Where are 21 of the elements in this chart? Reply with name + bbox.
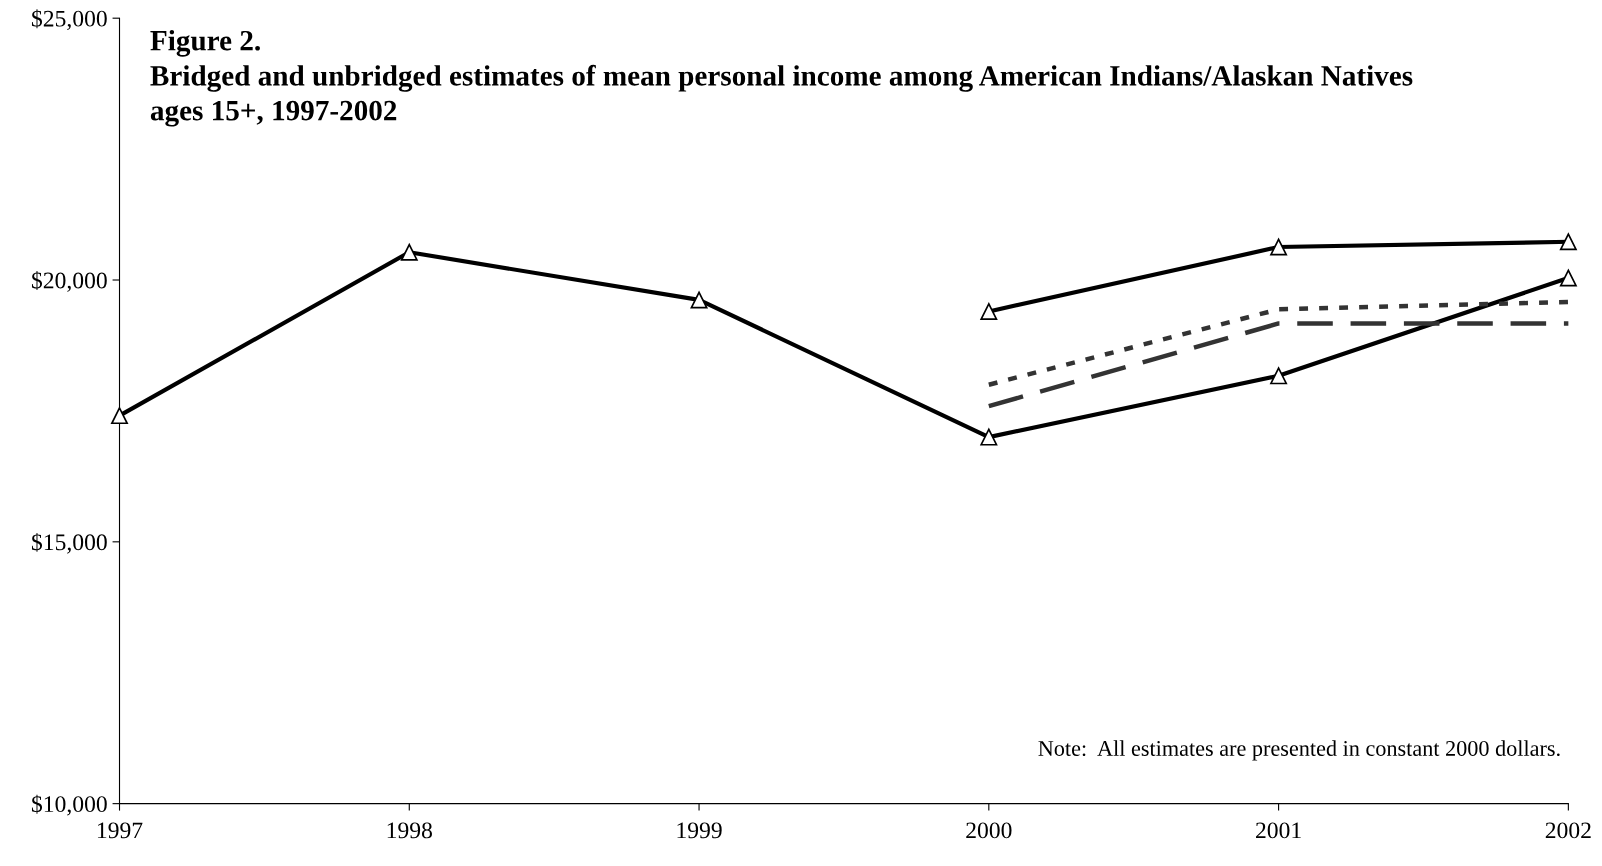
x-tick-label: 1997 bbox=[97, 822, 143, 839]
point bbox=[400, 243, 418, 261]
point bbox=[111, 407, 128, 425]
x-tick-label: 2001 bbox=[1256, 822, 1301, 839]
point bbox=[980, 428, 998, 446]
annotation: Note: All estimates are presented in constant 2000 dollars. bbox=[1038, 740, 1560, 761]
y-tick-label: $20,000 bbox=[31, 271, 107, 292]
point bbox=[1559, 233, 1577, 251]
x-tick-label: 1998 bbox=[387, 822, 432, 839]
y-tick-label: $15,000 bbox=[31, 532, 107, 554]
x-tick-label: 2000 bbox=[966, 822, 1012, 839]
y-tick-label: $25,000 bbox=[31, 9, 107, 31]
point bbox=[1559, 269, 1577, 287]
y-tick-label: $10,000 bbox=[31, 794, 107, 816]
point bbox=[980, 302, 998, 320]
point bbox=[1270, 367, 1288, 385]
x-tick-label: 2002 bbox=[1545, 822, 1591, 839]
text: Figure 2. Bridged and unbridged estimates of mean personal income among American Indians/Alaskan Natives ages 15+, 1997-2002 bbox=[150, 29, 1413, 127]
point bbox=[690, 291, 708, 309]
x-tick-label: 1999 bbox=[677, 822, 722, 839]
point bbox=[1270, 238, 1288, 256]
